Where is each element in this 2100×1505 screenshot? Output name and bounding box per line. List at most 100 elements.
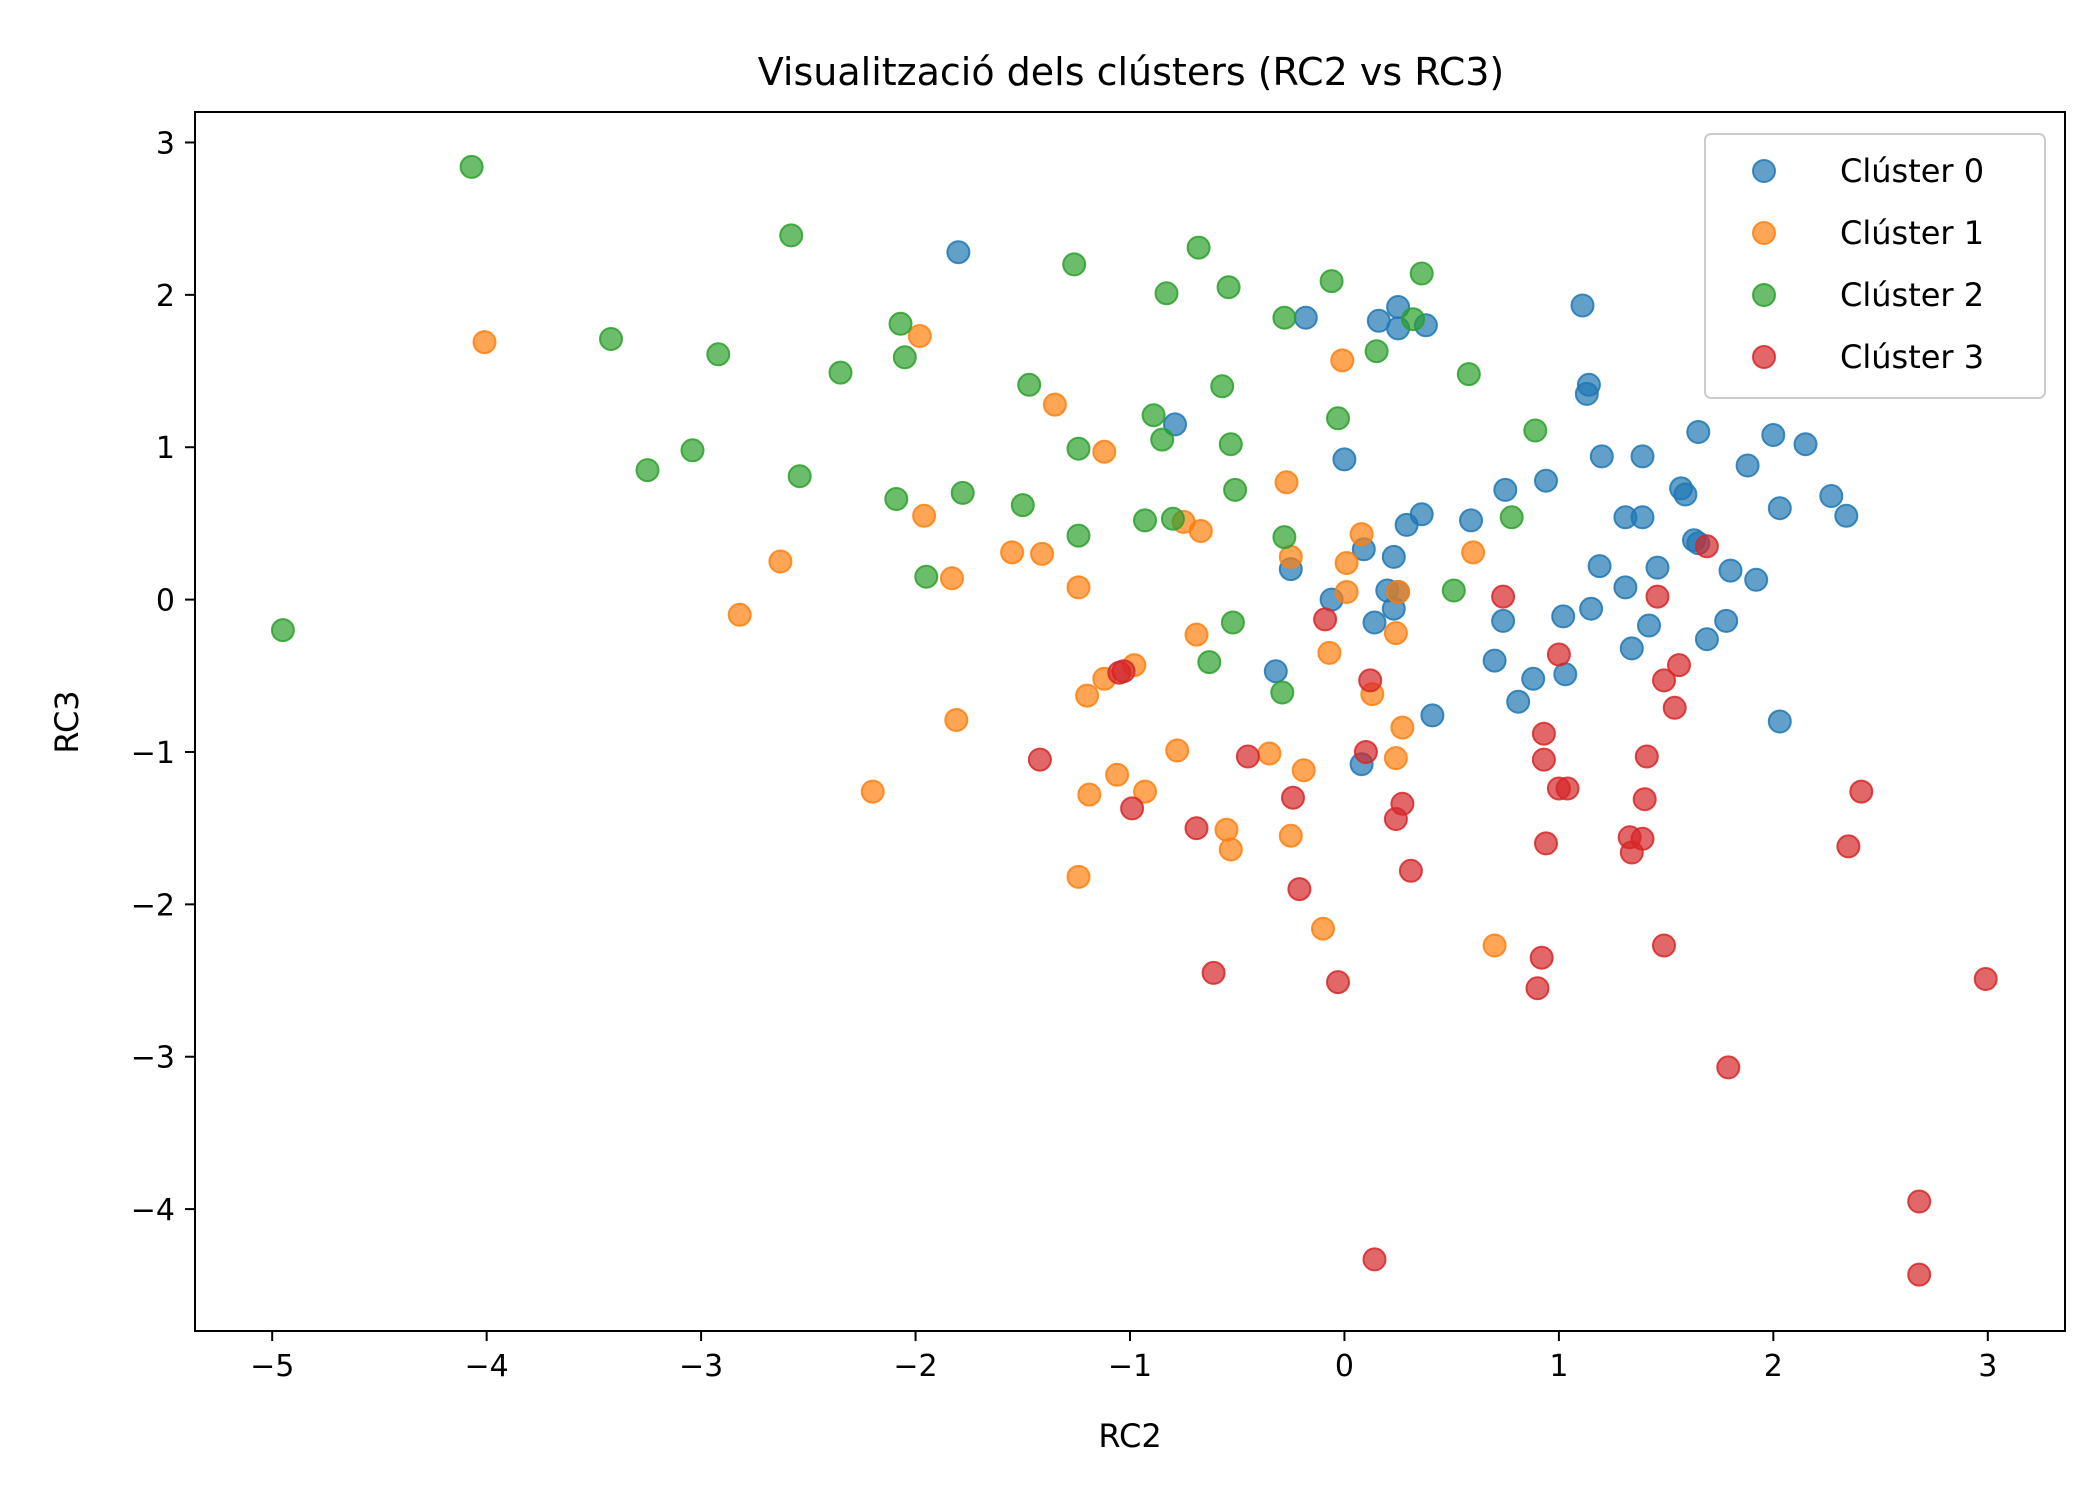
data-point-cluster-3 [1716,1055,1741,1080]
data-point-cluster-3 [1645,584,1670,609]
data-point-cluster-2 [1441,578,1466,603]
data-point-cluster-0 [1645,555,1670,580]
data-point-cluster-0 [1163,412,1187,437]
data-point-cluster-3 [1326,970,1350,995]
y-axis-ticks: 3 2 1 0 −1 −2 −3 −4 [131,126,195,1228]
data-point-cluster-0 [1673,482,1698,507]
data-point-cluster-0 [1619,636,1644,661]
x-tick-label: −1 [1108,1349,1152,1384]
data-point-cluster-1 [1030,541,1055,566]
x-tick-label: −2 [893,1349,937,1384]
data-point-cluster-2 [1066,523,1091,548]
data-point-cluster-2 [787,464,812,489]
data-point-cluster-3 [1555,776,1580,801]
data-point-cluster-0 [1630,444,1655,469]
y-tick-label: −1 [131,736,175,771]
data-point-cluster-1 [1000,540,1025,565]
data-point-cluster-1 [1311,916,1335,941]
data-point-cluster-1 [1386,580,1411,604]
data-point-cluster-3 [1120,796,1145,821]
legend-label: Clúster 0 [1840,152,1984,190]
data-point-cluster-3 [1027,747,1052,772]
data-point-cluster-0 [946,240,971,265]
data-point-cluster-3 [1281,785,1305,810]
data-point-cluster-3 [1531,747,1556,772]
data-point-cluster-1 [1330,348,1355,373]
data-point-cluster-1 [1383,621,1408,646]
data-point-cluster-2 [1197,650,1222,675]
data-point-cluster-1 [768,549,793,574]
data-point-cluster-1 [1214,817,1239,842]
data-point-cluster-3 [1287,877,1312,902]
data-point-cluster-0 [1553,662,1578,687]
data-point-cluster-2 [1272,525,1297,550]
y-tick-label: 3 [156,126,175,161]
data-point-cluster-2 [1150,427,1175,452]
data-point-cluster-0 [1767,709,1792,734]
data-point-cluster-0 [1263,659,1288,684]
data-point-cluster-3 [1973,967,1998,991]
data-point-cluster-1 [907,324,932,348]
data-point-cluster-3 [1632,787,1657,812]
x-tick-label: 3 [1978,1349,1997,1384]
data-point-cluster-2 [599,327,623,351]
data-point-cluster-0 [1493,477,1518,502]
data-point-cluster-3 [1662,695,1687,720]
data-point-cluster-1 [1165,738,1190,763]
data-point-cluster-2 [828,360,853,385]
data-point-cluster-2 [1499,505,1524,530]
data-point-cluster-3 [1491,584,1516,609]
data-point-cluster-1 [1066,864,1091,889]
data-point-cluster-2 [1223,477,1248,502]
data-point-cluster-0 [1381,544,1406,569]
data-point-cluster-2 [1062,252,1087,277]
data-point-cluster-2 [1401,307,1426,332]
data-point-cluster-2 [1218,432,1243,457]
data-point-cluster-2 [680,438,705,463]
data-point-cluster-0 [1613,575,1638,600]
data-point-cluster-1 [1105,762,1130,787]
legend-box [1704,133,2046,399]
data-point-cluster-2 [1216,275,1241,300]
data-point-cluster-0 [1637,613,1661,638]
legend-label: Clúster 3 [1840,338,1984,376]
plot-area [270,154,1998,1287]
data-point-cluster-3 [1907,1189,1932,1214]
data-point-cluster-1 [1092,439,1117,464]
data-point-cluster-0 [1534,468,1558,493]
data-point-cluster-2 [1017,372,1042,397]
y-tick-label: −4 [131,1193,175,1228]
data-point-cluster-2 [1270,680,1295,705]
data-point-cluster-2 [950,480,975,505]
x-tick-label: 2 [1764,1349,1783,1384]
data-point-cluster-0 [1506,689,1531,714]
data-point-cluster-1 [1461,540,1486,565]
y-tick-label: 2 [156,279,175,314]
data-point-cluster-2 [1066,436,1091,461]
data-point-cluster-3 [1634,744,1659,769]
data-point-cluster-1 [1349,522,1374,547]
data-point-cluster-2 [635,458,660,483]
data-point-cluster-0 [1761,423,1786,447]
data-point-cluster-3 [1849,779,1874,804]
data-point-cluster-2 [1010,493,1035,518]
x-axis-ticks: −5 −4 −3 −2 −1 0 1 2 3 [250,1331,1997,1384]
data-point-cluster-0 [1570,293,1595,318]
y-axis-label: RC3 [48,690,86,753]
data-point-cluster-2 [459,154,484,179]
data-point-cluster-2 [1456,362,1481,387]
data-point-cluster-1 [1075,683,1100,708]
y-tick-label: −2 [131,888,175,923]
data-point-cluster-2 [1326,406,1350,431]
data-point-cluster-3 [1235,744,1260,769]
data-point-cluster-1 [1184,622,1209,647]
x-tick-label: −4 [465,1349,509,1384]
y-tick-label: 0 [156,584,175,619]
data-point-cluster-2 [1210,374,1235,399]
data-point-cluster-3 [1667,653,1691,678]
data-point-cluster-3 [1201,960,1226,985]
data-point-cluster-0 [1735,453,1760,478]
data-point-cluster-1 [472,330,497,355]
x-axis-label: RC2 [1098,1417,1161,1455]
